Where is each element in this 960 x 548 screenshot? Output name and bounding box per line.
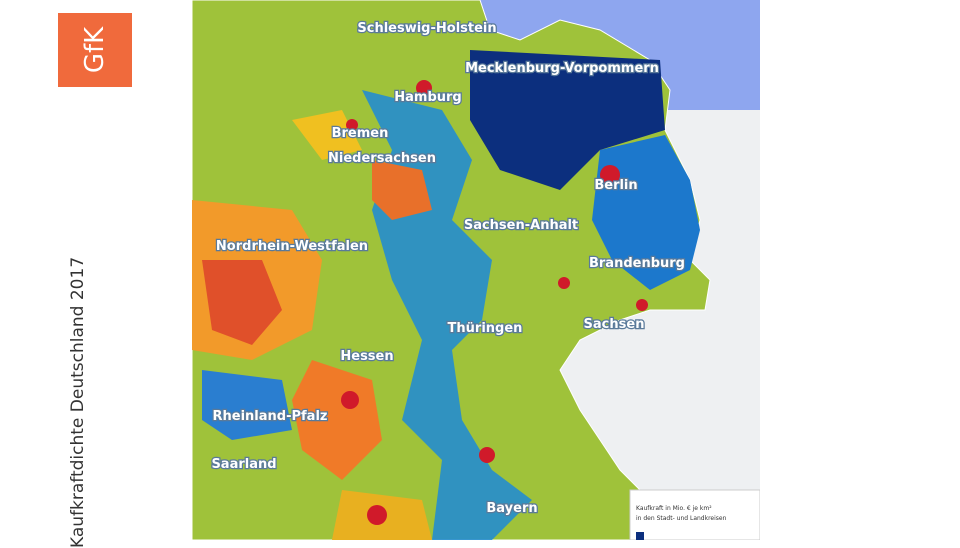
region-yellow (292, 110, 362, 160)
city-dresden (636, 299, 648, 311)
state-label: Mecklenburg-Vorpommern (465, 61, 659, 76)
region-orange-south (292, 360, 382, 480)
legend-box (629, 489, 760, 540)
city-berlin (600, 165, 620, 185)
logo-text: GfK (79, 26, 110, 74)
state-label: Sachsen (584, 317, 645, 332)
legend-swatch (636, 532, 644, 540)
state-label: Brandenburg (589, 256, 685, 271)
map: Schleswig-Holstein Mecklenburg-Vorpommer… (192, 0, 760, 540)
legend-subtitle: in den Stadt- und Landkreisen (636, 515, 727, 522)
state-label: Niedersachsen (328, 151, 436, 166)
region-dark-blue (470, 50, 665, 190)
legend-title: Kaufkraft in Mio. € je km² (636, 505, 712, 512)
region-blue-west (202, 370, 292, 440)
city-stuttgart (367, 505, 387, 525)
state-label: Sachsen-Anhalt (464, 218, 578, 233)
state-label: Bremen (332, 126, 389, 141)
region-red (202, 260, 282, 345)
state-label: Thüringen (448, 321, 523, 336)
state-label: Hamburg (394, 90, 461, 105)
state-label: Berlin (594, 178, 637, 193)
state-label: Hessen (340, 349, 393, 364)
state-label: Saarland (211, 457, 276, 472)
region-orange-north (372, 160, 432, 220)
state-label: Schleswig-Holstein (357, 21, 496, 36)
city-bremen (346, 119, 358, 131)
logo: GfK (58, 13, 132, 87)
city-frankfurt (341, 391, 359, 409)
page-title: Kaufkraftdichte Deutschland 2017 (68, 256, 88, 548)
city-leipzig (558, 277, 570, 289)
city-nuernberg (479, 447, 495, 463)
state-label: Bayern (486, 501, 537, 516)
state-label: Rheinland-Pfalz (213, 409, 328, 424)
state-label: Nordrhein-Westfalen (216, 239, 368, 254)
city-hamburg (416, 80, 432, 96)
